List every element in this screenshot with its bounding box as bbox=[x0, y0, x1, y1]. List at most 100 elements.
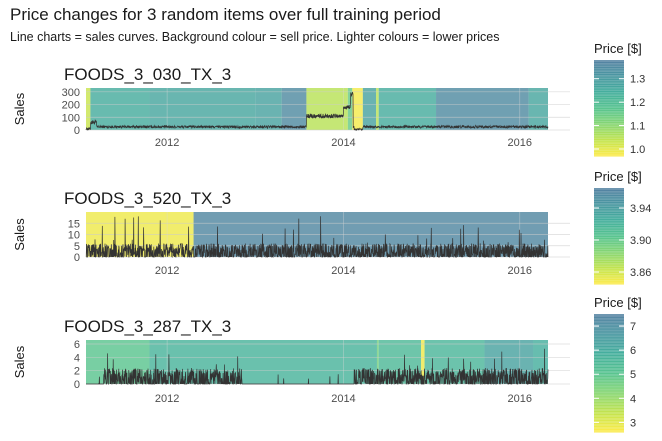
price-segment bbox=[255, 88, 282, 130]
sales-line bbox=[86, 348, 549, 386]
x-tick-label: 2016 bbox=[508, 265, 532, 277]
legend-color-step bbox=[594, 195, 624, 199]
y-tick-label: 4 bbox=[74, 352, 80, 364]
legend-color-step bbox=[594, 402, 624, 407]
sales-line bbox=[85, 216, 549, 259]
legend-color-step bbox=[594, 267, 624, 271]
legend-color-step bbox=[594, 207, 624, 211]
legend-color-step bbox=[594, 367, 624, 371]
legend-color-step bbox=[594, 240, 624, 244]
y-tick-label: 0 bbox=[74, 252, 80, 264]
legend-tick-label: 1.2 bbox=[630, 97, 645, 109]
legend-color-step bbox=[594, 108, 624, 111]
x-tick-label: 2016 bbox=[508, 393, 532, 405]
x-tick-label: 2014 bbox=[331, 137, 355, 149]
price-legend: Price [$] 3 4 5 6 7 bbox=[594, 295, 642, 433]
legend-tick-label: 3 bbox=[630, 417, 636, 429]
legend-color-step bbox=[594, 245, 624, 249]
chart-title: Price changes for 3 random items over fu… bbox=[10, 5, 441, 24]
legend-color-step bbox=[594, 255, 624, 259]
legend-color-step bbox=[594, 279, 624, 283]
price-segment bbox=[528, 88, 548, 130]
legend-color-step bbox=[594, 375, 624, 380]
legend-color-step bbox=[594, 134, 624, 138]
legend-color-step bbox=[594, 373, 624, 377]
legend-color-step bbox=[594, 212, 624, 215]
y-tick-label: 15 bbox=[68, 218, 80, 230]
legend-color-step bbox=[594, 197, 624, 201]
legend-color-step bbox=[594, 411, 624, 415]
legend-color-step bbox=[594, 110, 624, 114]
legend-color-step bbox=[594, 328, 624, 333]
y-axis-label: Sales bbox=[12, 218, 27, 251]
panel-title: FOODS_3_030_TX_3 bbox=[64, 65, 231, 84]
legend-title: Price [$] bbox=[594, 295, 642, 310]
legend-color-step bbox=[594, 141, 624, 145]
legend-tick-label: 7 bbox=[630, 321, 636, 333]
y-tick-label: 10 bbox=[68, 230, 80, 242]
panel-title: FOODS_3_520_TX_3 bbox=[64, 189, 231, 208]
legend-color-step bbox=[594, 72, 624, 75]
legend-color-step bbox=[594, 269, 624, 273]
legend-color-step bbox=[594, 204, 624, 208]
y-axis-label: Sales bbox=[12, 92, 27, 125]
price-segment bbox=[378, 88, 437, 130]
legend-color-step bbox=[594, 334, 624, 339]
legend-tick-label: 6 bbox=[630, 345, 636, 357]
legend-color-step bbox=[594, 243, 624, 247]
legend-title: Price [$] bbox=[594, 41, 642, 56]
legend-color-step bbox=[594, 325, 624, 330]
y-tick-label: 0 bbox=[74, 379, 80, 391]
legend-color-step bbox=[594, 64, 624, 68]
price-segment bbox=[352, 88, 363, 130]
legend-color-step bbox=[594, 238, 624, 242]
legend-color-step bbox=[594, 62, 624, 66]
legend-color-step bbox=[594, 188, 624, 191]
legend-tick-label: 3.90 bbox=[630, 235, 651, 247]
legend-color-step bbox=[594, 139, 624, 143]
legend-color-step bbox=[594, 405, 624, 409]
legend-tick-label: 5 bbox=[630, 369, 636, 381]
y-tick-label: 6 bbox=[74, 339, 80, 351]
legend-color-step bbox=[594, 117, 624, 121]
legend-color-step bbox=[594, 264, 624, 268]
legend-color-step bbox=[594, 399, 624, 404]
legend-color-step bbox=[594, 132, 624, 135]
legend-color-step bbox=[594, 209, 624, 213]
legend-color-step bbox=[594, 76, 624, 80]
legend-color-step bbox=[594, 417, 624, 421]
legend-color-step bbox=[594, 202, 624, 206]
legend-tick-label: 3.86 bbox=[630, 267, 651, 279]
price-segment bbox=[376, 88, 379, 130]
chart-subtitle: Line charts = sales curves. Background c… bbox=[10, 30, 500, 44]
price-segment bbox=[376, 340, 379, 384]
legend-color-step bbox=[594, 322, 624, 327]
legend-color-step bbox=[594, 390, 624, 395]
legend-color-step bbox=[594, 96, 624, 99]
price-segment bbox=[306, 88, 348, 130]
legend-color-step bbox=[594, 124, 624, 128]
legend-color-step bbox=[594, 361, 624, 365]
legend-title: Price [$] bbox=[594, 169, 642, 184]
legend-color-step bbox=[594, 426, 624, 430]
legend-color-step bbox=[594, 346, 624, 350]
y-axis-label: Sales bbox=[12, 345, 27, 378]
legend-color-step bbox=[594, 252, 624, 256]
legend-color-step bbox=[594, 81, 624, 85]
legend-color-step bbox=[594, 190, 624, 194]
legend-color-step bbox=[594, 214, 624, 218]
legend-color-step bbox=[594, 355, 624, 359]
legend-color-step bbox=[594, 112, 624, 116]
legend-color-step bbox=[594, 387, 624, 392]
y-tick-label: 2 bbox=[74, 366, 80, 378]
legend-color-step bbox=[594, 248, 624, 251]
legend-color-step bbox=[594, 272, 624, 275]
legend-color-step bbox=[594, 224, 624, 227]
legend-color-step bbox=[594, 115, 624, 119]
x-tick-label: 2012 bbox=[155, 137, 179, 149]
legend-color-step bbox=[594, 60, 624, 63]
legend-color-step bbox=[594, 420, 624, 424]
